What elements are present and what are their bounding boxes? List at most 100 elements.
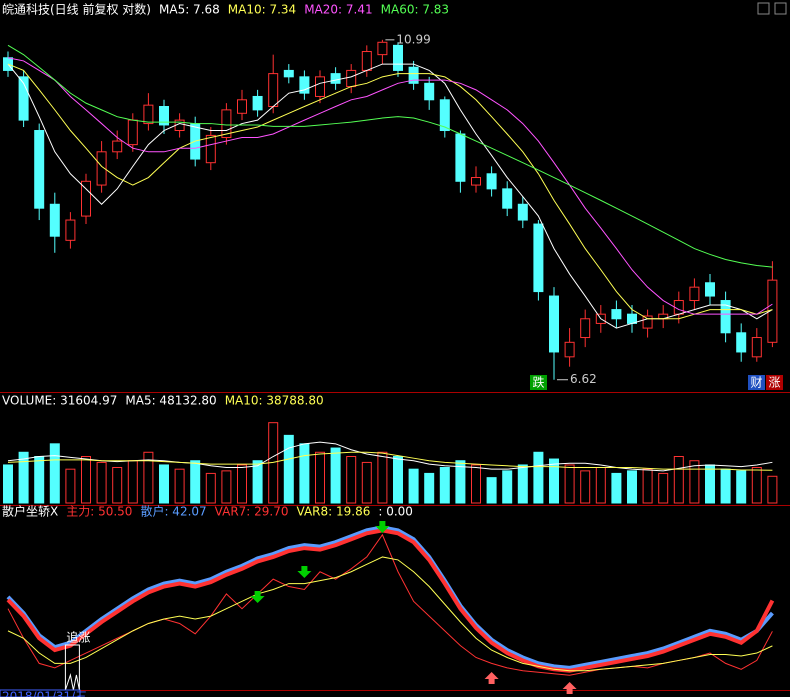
sell-arrow	[375, 521, 390, 533]
sell-arrow	[297, 566, 312, 578]
extra-label: : 0.00	[378, 505, 413, 519]
legend-entry: VAR8: 19.86	[297, 505, 371, 519]
legend-entry: MA20: 7.41	[304, 3, 372, 17]
indicator-line	[6, 525, 774, 670]
volume-bar	[112, 466, 123, 504]
legend-entry: MA10: 38788.80	[225, 394, 324, 408]
candle-body	[65, 219, 76, 241]
indicator-header: 散户坐轿X 主力: 50.50 散户: 42.07 VAR7: 29.70 VAR8: …	[2, 504, 413, 519]
legend-entry: MA5: 7.68	[159, 3, 220, 17]
candle-body	[408, 66, 419, 84]
tag: 涨	[768, 375, 780, 390]
candle-body	[564, 341, 575, 358]
volume-bar	[580, 470, 591, 504]
candle-body	[252, 95, 263, 111]
candle-body	[143, 104, 154, 125]
volume-bar	[159, 464, 169, 504]
volume-bar	[96, 461, 107, 504]
volume-bar	[361, 461, 372, 504]
candle-body	[736, 332, 747, 353]
volume-bar	[49, 443, 60, 504]
candle-body	[268, 73, 279, 107]
candle-body	[361, 51, 372, 71]
annotation: 6.62	[570, 372, 597, 386]
candle-body	[424, 82, 435, 101]
candle-body	[455, 133, 466, 182]
volume-bar	[65, 468, 76, 504]
candle-body	[689, 286, 700, 302]
volume-bar	[486, 477, 497, 504]
volume-bar	[283, 434, 294, 504]
volume-bar	[190, 460, 201, 504]
candle-body	[96, 151, 107, 186]
legend-entry: 散户: 42.07	[140, 504, 206, 519]
candle-body	[159, 105, 169, 126]
volume-bar	[689, 460, 700, 504]
candle-body	[205, 134, 216, 164]
candle-body	[580, 318, 591, 339]
annotation: 10.99	[396, 32, 430, 46]
volume-bar	[299, 443, 310, 504]
volume-bar	[627, 470, 637, 504]
volume-ma-line	[7, 451, 773, 471]
candle-body	[377, 41, 388, 56]
volume-bar	[439, 466, 450, 504]
volume-bar	[673, 456, 684, 504]
candle-body	[330, 73, 341, 84]
candle-body	[315, 76, 325, 97]
volume-bar	[127, 460, 138, 504]
ma-line	[7, 63, 773, 320]
indicator-line	[7, 556, 773, 672]
buy-arrow	[484, 672, 499, 684]
volume-bar	[408, 468, 419, 504]
indicator-title: 散户坐轿X	[2, 504, 58, 519]
volume-bar	[377, 451, 388, 504]
volume-bar	[424, 472, 435, 504]
volume-title: VOLUME: 31604.97	[2, 394, 117, 408]
candle-body	[471, 177, 481, 186]
candle-body	[517, 203, 528, 221]
price-header: 皖通科技(日线 前复权 对数) MA5: 7.68 MA10: 7.34 MA20: …	[2, 2, 449, 17]
tag-box	[748, 375, 765, 390]
candle-body	[346, 69, 357, 88]
candle-body	[81, 180, 91, 217]
signal-marker	[64, 644, 80, 691]
volume-bar	[34, 456, 45, 504]
legend-entry: 主力: 50.50	[66, 505, 132, 519]
volume-bar	[18, 451, 29, 504]
volume-bar	[346, 456, 357, 504]
volume-bar	[564, 464, 575, 504]
volume-bar	[767, 475, 778, 504]
candle-body	[611, 309, 622, 320]
candle-body	[49, 203, 60, 237]
tag: 跌	[532, 375, 544, 390]
volume-bar	[517, 464, 528, 504]
chart-title: 皖通科技(日线 前复权 对数)	[2, 2, 151, 17]
volume-bar	[393, 456, 403, 504]
window-button[interactable]	[757, 2, 770, 15]
volume-bar	[533, 451, 544, 504]
candle-body	[299, 76, 310, 94]
volume-bar	[751, 466, 762, 504]
volume-bar	[471, 464, 481, 504]
candle-body	[751, 337, 762, 358]
volume-bar	[595, 466, 606, 504]
indicator-line	[6, 528, 775, 673]
volume-bar	[205, 472, 216, 504]
volume-bar	[81, 456, 91, 504]
buy-arrow	[562, 682, 577, 694]
volume-bar	[642, 468, 653, 504]
volume-bar	[705, 464, 715, 504]
legend-entry: VAR7: 29.70	[215, 505, 289, 519]
volume-bar	[549, 458, 559, 504]
legend-entry: MA60: 7.83	[381, 3, 449, 17]
candle-body	[18, 76, 29, 121]
tag: 财	[750, 376, 762, 390]
legend-entry: MA10: 7.34	[228, 3, 296, 17]
window-button[interactable]	[774, 2, 787, 15]
candle-body	[237, 99, 247, 114]
volume-bar	[174, 468, 185, 504]
candle-body	[642, 315, 653, 329]
candle-body	[283, 69, 294, 78]
